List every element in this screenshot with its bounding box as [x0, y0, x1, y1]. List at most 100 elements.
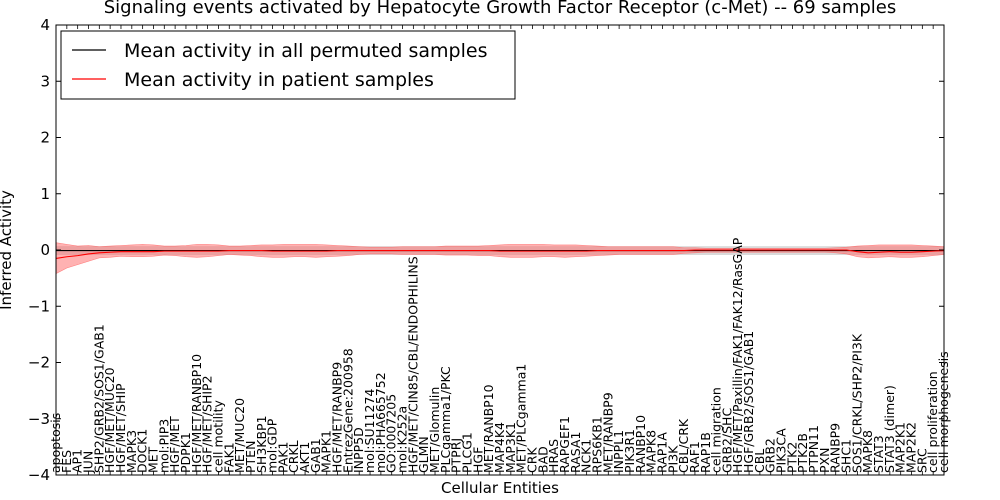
confidence-bands [55, 242, 945, 275]
x-tick-label: GRB2 [763, 438, 778, 473]
x-tick-label: CBL [752, 449, 767, 473]
x-tick-label: MET/Glomulin [427, 387, 442, 473]
x-tick-label: SH3KBP1 [254, 415, 269, 473]
x-tick-label: GRB2/SHC [719, 408, 734, 473]
x-tick-label: PIK3CA [774, 428, 789, 473]
x-axis: apoptosisFESAP1JUNSHP2/GRB2/SOS1/GAB1HGF… [48, 25, 951, 475]
x-tick-label: PI3K [665, 445, 680, 473]
x-tick-label: MAPK8 [644, 430, 659, 473]
patient-line [55, 249, 945, 259]
y-tick-label: 1 [40, 185, 50, 203]
y-tick-label: −4 [28, 466, 50, 484]
y-tick-label: 3 [40, 72, 50, 90]
legend-label-permuted: Mean activity in all permuted samples [124, 40, 487, 62]
y-tick-label: 4 [40, 16, 50, 34]
x-tick-label: RASA1 [568, 432, 583, 473]
x-tick-label: MAP3K1 [503, 422, 518, 473]
x-tick-label: MET/RANBP10 [481, 384, 496, 473]
x-tick-label: HGF/MET/CIN85/CBL/ENDOPHILINS [405, 256, 420, 473]
x-tick-label: RAP1A [654, 432, 669, 473]
y-tick-label: 0 [40, 241, 50, 259]
x-tick-label: mol:PHA665752 [373, 372, 388, 473]
x-tick-label: MET/RANBP9 [600, 392, 615, 473]
x-tick-label: JUN [80, 451, 95, 474]
x-tick-label: RANBP10 [633, 415, 648, 473]
y-axis: −4 −3 −2 −1 0 1 2 3 4 [28, 16, 944, 484]
x-tick-label: PIK3R1 [622, 429, 637, 473]
x-tick-label: cell morphogenesis [936, 351, 951, 473]
x-tick-label: DOCK1 [135, 429, 150, 473]
y-tick-label: −3 [28, 410, 50, 428]
x-tick-label: STAT3 [871, 435, 886, 473]
x-tick-label: GAB1 [308, 438, 323, 473]
x-axis-label: Cellular Entities [441, 479, 559, 497]
x-tick-label: HRAS [546, 439, 561, 473]
x-tick-label: MAP2K2 [904, 422, 919, 473]
x-tick-label: RAPGEF1 [557, 416, 572, 473]
x-tick-label: PXN [817, 448, 832, 473]
x-tick-label: HGF/MET/Paxillin/FAK1/FAK12/RasGAP [730, 237, 745, 473]
y-tick-label: −2 [28, 354, 50, 372]
x-tick-label: HGF/MET [167, 416, 182, 473]
x-tick-label: PLCgamma1/PKC [438, 366, 453, 473]
x-tick-label: MET/MUC20 [232, 398, 247, 473]
x-tick-label: STAT3 (dimer) [882, 385, 897, 473]
x-tick-label: MAP2K1 [893, 422, 908, 473]
x-tick-label: mol:PIP3 [156, 419, 171, 473]
x-tick-label: INPPL1 [611, 430, 626, 473]
x-tick-label: HGF/MET/SHIP [113, 383, 128, 473]
x-tick-label: mol:K252a [395, 406, 410, 473]
x-tick-label: cell migration [709, 387, 724, 473]
x-tick-label: HGF [470, 447, 485, 473]
x-tick-label: PTK2B [795, 433, 810, 473]
x-tick-label: HGF/GRB2/SOS1/GAB1 [741, 331, 756, 473]
x-tick-label: GLMN [416, 436, 431, 473]
x-tick-label: HGF/MET/SHIP2 [200, 375, 215, 473]
x-tick-label: RAF1 [687, 441, 702, 473]
x-tick-label: SRC [914, 448, 929, 473]
legend-box [60, 30, 516, 100]
x-tick-label: GO:0007205 [384, 394, 399, 473]
x-tick-label: RPS6KB1 [589, 416, 604, 473]
x-tick-label: AKT1 [297, 442, 312, 473]
y-axis-label: Inferred Activity [0, 190, 15, 310]
x-tick-label: MET/PLCgamma1 [514, 364, 529, 473]
legend: Mean activity in all permuted samples Me… [60, 30, 516, 100]
x-tick-label: FES [59, 450, 74, 473]
x-tick-label: HGF/MET/MUC20 [102, 367, 117, 473]
y-tick-label: −1 [28, 297, 50, 315]
x-tick-label: MAP4K4 [492, 422, 507, 473]
x-tick-label: PTEN [243, 441, 258, 473]
x-tick-label: mol:SU11274 [362, 389, 377, 473]
x-tick-label: PTPN11 [806, 425, 821, 473]
x-tick-label: MAPK3 [124, 430, 139, 473]
x-tick-label: RANBP9 [828, 423, 843, 473]
x-tick-label: CRK [524, 447, 539, 473]
x-tick-label: EntrezGene:200958 [340, 348, 355, 473]
x-tick-label: FAK1 [221, 442, 236, 473]
x-tick-label: RAP1B [698, 432, 713, 473]
x-tick-label: PDPK1 [178, 432, 193, 473]
x-tick-label: CRKL [286, 440, 301, 473]
x-tick-label: MAPK8 [860, 430, 875, 473]
x-tick-label: PTK2 [784, 442, 799, 473]
x-tick-label: SHP2/GRB2/SOS1/GAB1 [91, 324, 106, 473]
x-tick-label: CBL/CRK [676, 418, 691, 473]
x-tick-label: mol:GDP [265, 418, 280, 473]
x-tick-label: BAD [535, 446, 550, 473]
x-tick-label: HGF/MET/RANBP9 [330, 362, 345, 473]
x-tick-label: SHC1 [839, 439, 854, 473]
x-tick-label: SOS1/CRKL/SHP2/PI3K [849, 333, 864, 473]
x-tick-label: apoptosis [48, 413, 63, 473]
x-tick-label: PTPRJ [449, 438, 464, 473]
x-tick-label: cell proliferation [925, 371, 940, 473]
x-tick-label: PAK1 [275, 442, 290, 473]
x-tick-label: INPP5D [351, 427, 366, 473]
y-tick-label: 2 [40, 129, 50, 147]
x-tick-label: NCK1 [579, 439, 594, 473]
series-lines [55, 249, 945, 259]
x-tick-label: MET [145, 446, 160, 473]
x-tick-label: PLCG1 [460, 432, 475, 473]
x-tick-label: MAPK1 [319, 430, 334, 473]
